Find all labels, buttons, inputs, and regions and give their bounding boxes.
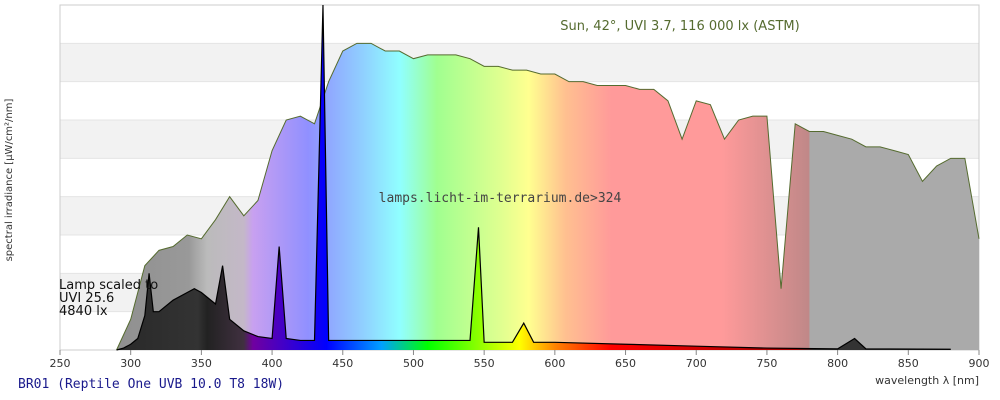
x-tick-label: 600 <box>544 357 565 370</box>
series-line <box>116 4 951 351</box>
x-axis-label: wavelength λ [nm] <box>875 374 979 387</box>
series-area <box>116 5 951 350</box>
x-tick-label: 850 <box>898 357 919 370</box>
x-tick-label: 550 <box>474 357 495 370</box>
x-tick-label: 650 <box>615 357 636 370</box>
x-tick-label: 700 <box>686 357 707 370</box>
lamp-label: Lamp scaled to <box>59 278 158 293</box>
series-area <box>116 43 980 350</box>
lamp-label: 4840 lx <box>59 304 108 319</box>
watermark: lamps.licht-im-terrarium.de>324 <box>379 191 622 206</box>
x-tick-label: 350 <box>191 357 212 370</box>
x-tick-label: 800 <box>827 357 848 370</box>
x-tick-label: 450 <box>332 357 353 370</box>
x-tick-label: 400 <box>262 357 283 370</box>
x-tick-label: 250 <box>50 357 71 370</box>
lamp-label: UVI 25.6 <box>59 291 114 306</box>
x-tick-label: 500 <box>403 357 424 370</box>
y-axis-label: spectral irradiance [µW/cm²/nm] <box>4 98 15 261</box>
chart-title: BR01 (Reptile One UVB 10.0 T8 18W) <box>18 377 284 392</box>
x-tick-label: 300 <box>120 357 141 370</box>
x-tick-label: 900 <box>969 357 990 370</box>
sun-label: Sun, 42°, UVI 3.7, 116 000 lx (ASTM) <box>560 19 799 34</box>
x-tick-label: 750 <box>756 357 777 370</box>
series-line <box>116 42 980 351</box>
